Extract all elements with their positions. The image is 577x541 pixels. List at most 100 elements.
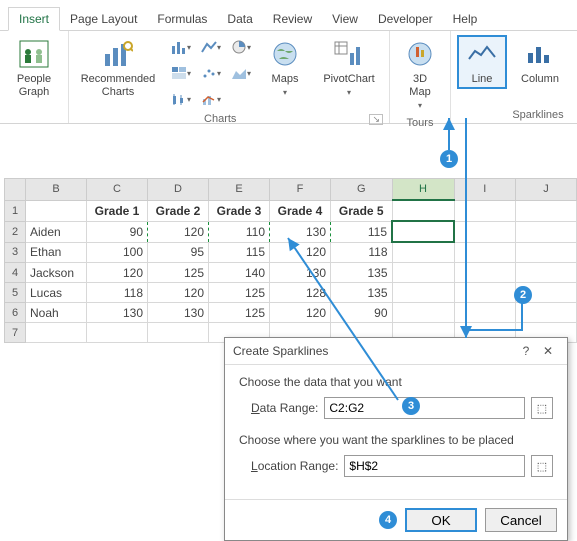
data-cell[interactable]: 110 xyxy=(209,221,270,242)
data-cell[interactable]: 90 xyxy=(331,303,393,323)
people-graph-button[interactable]: PeopleGraph xyxy=(6,35,62,102)
recommended-charts-button[interactable]: RecommendedCharts xyxy=(75,35,161,102)
group-label-sparklines: Sparklines xyxy=(457,107,577,121)
chart-type-combo[interactable]: ▾ xyxy=(197,87,225,111)
range-picker-icon[interactable]: ⬚ xyxy=(531,455,553,477)
section-location-caption: Choose where you want the sparklines to … xyxy=(239,433,553,447)
tab-data[interactable]: Data xyxy=(217,8,262,30)
recommended-charts-icon xyxy=(103,38,133,70)
data-cell[interactable]: 125 xyxy=(148,263,209,283)
table-header[interactable]: Grade 4 xyxy=(270,200,331,221)
sparkline-winloss-button[interactable]: Win/Loss xyxy=(573,35,577,102)
range-picker-icon[interactable]: ⬚ xyxy=(531,397,553,419)
tab-developer[interactable]: Developer xyxy=(368,8,443,30)
data-cell[interactable]: 125 xyxy=(209,283,270,303)
table-header[interactable]: Grade 1 xyxy=(87,200,148,221)
pivotchart-label: PivotChart xyxy=(323,73,374,85)
callout-4: 4 xyxy=(379,511,397,529)
data-cell[interactable]: 118 xyxy=(331,242,393,263)
people-graph-label: PeopleGraph xyxy=(17,73,51,99)
sparkline-column-button[interactable]: Column xyxy=(513,35,567,89)
data-cell[interactable]: 115 xyxy=(209,242,270,263)
data-cell[interactable]: 120 xyxy=(270,303,331,323)
row-name[interactable]: Lucas xyxy=(26,283,87,303)
data-cell[interactable]: 130 xyxy=(270,263,331,283)
sparkline-line-icon xyxy=(467,38,497,70)
data-cell[interactable]: 125 xyxy=(209,303,270,323)
data-range-input[interactable] xyxy=(324,397,525,419)
tab-view[interactable]: View xyxy=(322,8,368,30)
maps-button[interactable]: Maps ▾ xyxy=(261,35,309,102)
data-cell[interactable]: 120 xyxy=(148,283,209,303)
chart-type-stock[interactable]: ▾ xyxy=(167,87,195,111)
data-cell[interactable]: 90 xyxy=(87,221,148,242)
3d-map-button[interactable]: 3DMap▾ xyxy=(396,35,444,115)
row-name[interactable]: Ethan xyxy=(26,242,87,263)
column-header[interactable]: B xyxy=(26,179,87,201)
chart-type-column[interactable]: ▾ xyxy=(167,35,195,59)
dropdown-icon: ▾ xyxy=(347,88,351,97)
tab-formulas[interactable]: Formulas xyxy=(147,8,217,30)
sparkline-column-label: Column xyxy=(521,73,559,86)
ribbon: PeopleGraph RecommendedCharts ▾ ▾ ▾ xyxy=(0,31,577,124)
cancel-button[interactable]: Cancel xyxy=(485,508,557,532)
column-header[interactable]: E xyxy=(209,179,270,201)
dialog-titlebar[interactable]: Create Sparklines ? ✕ xyxy=(225,338,567,365)
column-header[interactable]: H xyxy=(392,179,454,201)
data-cell[interactable]: 118 xyxy=(87,283,148,303)
help-button[interactable]: ? xyxy=(515,344,537,358)
location-range-input[interactable] xyxy=(344,455,525,477)
table-header[interactable]: Grade 2 xyxy=(148,200,209,221)
dialog-title: Create Sparklines xyxy=(233,344,515,358)
chart-type-hierarchy[interactable]: ▾ xyxy=(167,61,195,85)
data-cell[interactable]: 130 xyxy=(270,221,331,242)
row-name[interactable]: Noah xyxy=(26,303,87,323)
close-button[interactable]: ✕ xyxy=(537,344,559,358)
location-range-label: Location Range: xyxy=(251,459,338,473)
data-cell[interactable]: 115 xyxy=(331,221,393,242)
data-cell[interactable]: 120 xyxy=(148,221,209,242)
chart-type-pie[interactable]: ▾ xyxy=(227,35,255,59)
sparkline-line-label: Line xyxy=(472,73,493,86)
ok-button[interactable]: OK xyxy=(405,508,477,532)
column-header[interactable]: F xyxy=(270,179,331,201)
chart-type-scatter[interactable]: ▾ xyxy=(197,61,225,85)
tab-help[interactable]: Help xyxy=(443,8,488,30)
data-cell[interactable]: 95 xyxy=(148,242,209,263)
row-name[interactable]: Jackson xyxy=(26,263,87,283)
row-name[interactable]: Aiden xyxy=(26,221,87,242)
chart-type-line[interactable]: ▾ xyxy=(197,35,225,59)
column-header[interactable]: G xyxy=(331,179,393,201)
data-cell[interactable]: 135 xyxy=(331,263,393,283)
charts-dialog-launcher[interactable]: ↘ xyxy=(369,114,383,125)
grid[interactable]: BCDEFGHIJ 1Grade 1Grade 2Grade 3Grade 4G… xyxy=(4,178,577,343)
chart-type-more[interactable] xyxy=(227,87,255,111)
table-header[interactable]: Grade 3 xyxy=(209,200,270,221)
column-header[interactable]: D xyxy=(148,179,209,201)
column-header[interactable]: I xyxy=(454,179,516,201)
column-header[interactable]: J xyxy=(516,179,577,201)
data-cell[interactable]: 120 xyxy=(87,263,148,283)
data-cell[interactable]: 140 xyxy=(209,263,270,283)
pivotchart-button[interactable]: PivotChart ▾ xyxy=(315,35,383,102)
tab-review[interactable]: Review xyxy=(263,8,322,30)
column-header[interactable]: C xyxy=(87,179,148,201)
table-header[interactable]: Grade 5 xyxy=(331,200,393,221)
data-cell[interactable]: 130 xyxy=(87,303,148,323)
section-data-caption: Choose the data that you want xyxy=(239,375,553,389)
tab-page-layout[interactable]: Page Layout xyxy=(60,8,147,30)
callout-1: 1 xyxy=(440,150,458,168)
dropdown-icon: ▾ xyxy=(283,88,287,97)
data-cell[interactable]: 120 xyxy=(270,242,331,263)
data-cell[interactable]: 100 xyxy=(87,242,148,263)
sparkline-line-button[interactable]: Line xyxy=(457,35,507,89)
data-cell[interactable]: 128 xyxy=(270,283,331,303)
chart-type-area[interactable]: ▾ xyxy=(227,61,255,85)
maps-label: Maps xyxy=(272,73,299,85)
data-range-label: Data Range: xyxy=(251,401,318,415)
3d-map-label: 3DMap xyxy=(409,73,430,98)
data-cell[interactable]: 130 xyxy=(148,303,209,323)
group-label-tours: Tours xyxy=(396,115,444,129)
tab-insert[interactable]: Insert xyxy=(8,7,60,31)
data-cell[interactable]: 135 xyxy=(331,283,393,303)
